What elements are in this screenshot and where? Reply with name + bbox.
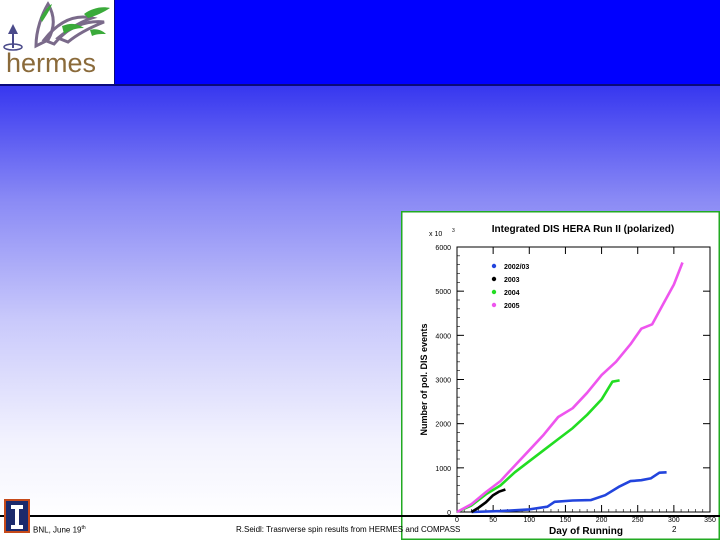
chart-panel: Integrated DIS HERA Run II (polarized) x … bbox=[401, 211, 720, 540]
footer-divider bbox=[0, 515, 720, 517]
legend-marker bbox=[491, 289, 497, 295]
y-tick-label: 2000 bbox=[435, 422, 451, 429]
legend-label: 2002/03 bbox=[504, 264, 529, 271]
footer-title: R.Seidl: Trasnverse spin results from HE… bbox=[236, 525, 461, 534]
title-bar bbox=[0, 0, 720, 86]
series-line-2002-03 bbox=[471, 471, 667, 514]
series-line-2005 bbox=[456, 262, 684, 514]
chart-title: Integrated DIS HERA Run II (polarized) bbox=[492, 224, 674, 235]
x-tick-label: 50 bbox=[489, 517, 497, 524]
legend-marker bbox=[491, 302, 497, 308]
y-tick-label: 4000 bbox=[435, 333, 451, 340]
x-tick-label: 0 bbox=[455, 517, 459, 524]
series-line-2003 bbox=[470, 488, 506, 514]
hermes-logo: hermes bbox=[0, 0, 115, 84]
x-tick-label: 300 bbox=[668, 517, 680, 524]
legend-marker bbox=[491, 263, 497, 269]
y-tick-label: 6000 bbox=[435, 245, 451, 252]
plot-area-frame bbox=[456, 246, 711, 513]
series-line-2004 bbox=[456, 379, 620, 514]
university-logo bbox=[4, 499, 30, 533]
x-tick-label: 250 bbox=[632, 517, 644, 524]
chart-svg: Integrated DIS HERA Run II (polarized) x … bbox=[401, 211, 720, 540]
x-axis-label: Day of Running bbox=[549, 526, 623, 537]
y-axis-label: Number of pol. DIS events bbox=[419, 323, 429, 435]
x-tick-label: 100 bbox=[523, 517, 535, 524]
hermes-logo-text: hermes bbox=[6, 48, 97, 78]
legend-label: 2004 bbox=[504, 290, 520, 297]
footer-date-suffix: th bbox=[81, 525, 86, 531]
y-tick-label: 0 bbox=[447, 510, 451, 517]
x-tick-label: 350 bbox=[704, 517, 716, 524]
y-tick-label: 5000 bbox=[435, 289, 451, 296]
hermes-logo-art bbox=[3, 1, 110, 51]
y-tick-label: 1000 bbox=[435, 466, 451, 473]
footer-date-text: BNL, June 19 bbox=[33, 525, 82, 535]
legend-label: 2005 bbox=[504, 303, 520, 310]
footer-location-date: BNL, June 19th bbox=[33, 525, 86, 535]
y-multiplier-exponent: 3 bbox=[452, 228, 455, 234]
x-tick-label: 200 bbox=[596, 517, 608, 524]
y-multiplier-label: x 10 bbox=[429, 231, 442, 238]
page-number: 2 bbox=[672, 525, 677, 534]
legend-marker bbox=[491, 276, 497, 282]
x-tick-label: 150 bbox=[560, 517, 572, 524]
y-tick-label: 3000 bbox=[435, 378, 451, 385]
legend-label: 2003 bbox=[504, 277, 520, 284]
